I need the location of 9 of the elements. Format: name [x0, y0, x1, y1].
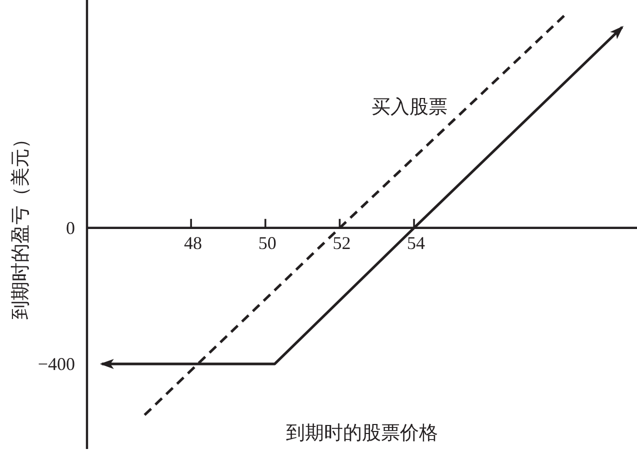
x-tick-label: 50	[258, 232, 276, 253]
x-tick-label: 52	[332, 232, 351, 253]
y-tick-label: 0	[66, 218, 75, 238]
series-label: 买入股票	[371, 96, 448, 118]
y-axis-title: 到期时的盈亏（美元）	[9, 130, 32, 320]
x-tick-label: 54	[407, 232, 426, 253]
y-tick-label: −400	[38, 354, 75, 374]
x-axis-title: 到期时的股票价格	[286, 423, 438, 444]
x-tick-label: 48	[184, 232, 202, 253]
